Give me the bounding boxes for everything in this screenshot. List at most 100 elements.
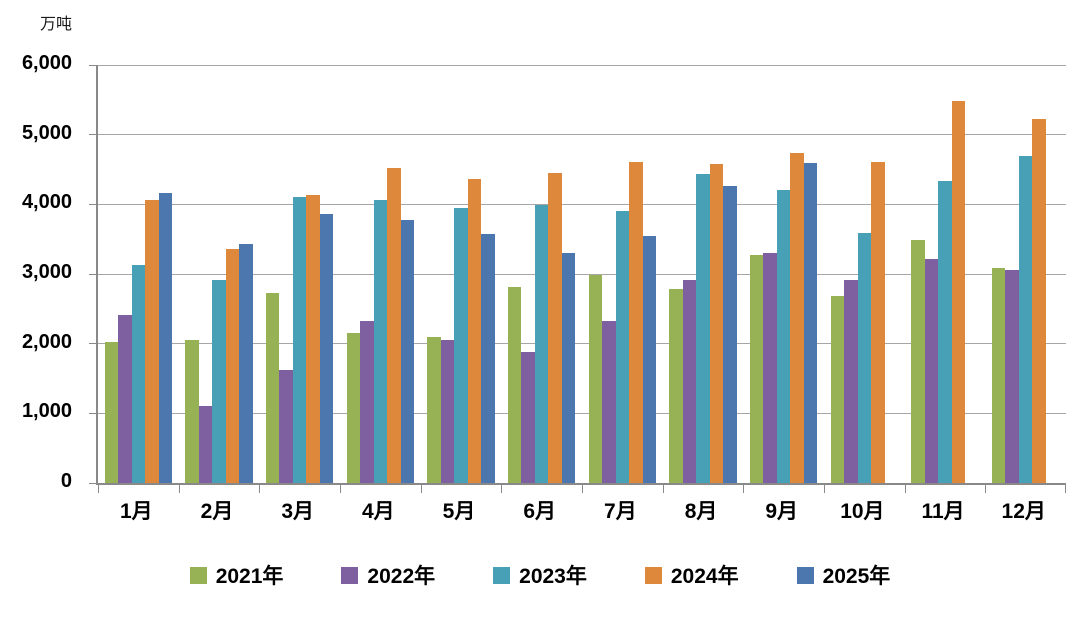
bar-series-2-month-4: [360, 320, 374, 483]
y-axis-tick: [89, 412, 98, 414]
bar-series-4-month-9: [790, 152, 804, 483]
legend-label: 2021年: [215, 565, 284, 588]
bar-series-5-month-9: [803, 162, 818, 483]
y-axis-tick: [89, 273, 98, 275]
bar-group-month-10: [824, 65, 905, 483]
legend-label: 2025年: [822, 565, 891, 588]
bar-series-3-month-10: [857, 232, 872, 483]
x-axis-tick: [824, 485, 825, 493]
bar-series-4-month-10: [871, 161, 885, 483]
bar-group-month-7: [582, 65, 663, 483]
y-axis-tick: [89, 64, 98, 66]
bar-series-3-month-2: [212, 279, 226, 483]
bar-series-1-month-2: [185, 339, 199, 483]
x-axis-tick: [420, 485, 422, 493]
bar-series-1-month-5: [427, 337, 441, 483]
bar-series-2-month-6: [521, 352, 535, 483]
legend-item-2025: 2025年: [796, 560, 891, 590]
legend-label: 2024年: [670, 565, 739, 588]
legend-item-2023: 2023年: [493, 560, 587, 590]
bar-series-1-month-1: [104, 342, 119, 483]
x-axis-tick: [501, 485, 503, 493]
bar-series-4-month-3: [306, 195, 320, 483]
gridline: [98, 273, 1066, 275]
x-axis-tick: [98, 485, 99, 493]
bar-series-1-month-6: [507, 286, 522, 483]
bar-series-2-month-12: [1005, 269, 1019, 483]
legend-swatch-icon: [493, 566, 511, 584]
bar-series-2-month-3: [279, 370, 293, 483]
bar-series-5-month-8: [723, 186, 737, 483]
x-axis-tick: [904, 485, 906, 493]
x-axis-tick: [662, 485, 664, 493]
bar-group-month-2: [179, 65, 260, 483]
bar-group-month-12: [985, 65, 1066, 483]
bar-series-3-month-7: [615, 210, 630, 483]
bar-group-month-1: [98, 65, 179, 483]
bar-series-2-month-9: [763, 253, 777, 483]
legend-item-2021: 2021年: [189, 560, 284, 590]
x-axis-label-month-6: 6月: [523, 500, 557, 523]
legend-label: 2022年: [367, 565, 436, 588]
bar-series-5-month-1: [158, 193, 173, 483]
x-axis-label-month-8: 8月: [684, 500, 718, 523]
x-axis-tick: [985, 485, 987, 493]
y-axis-tick-label: 1,000: [21, 400, 72, 423]
bar-group-month-11: [905, 65, 986, 483]
bar-series-3-month-11: [938, 181, 952, 483]
chart-legend: 2021年 2022年 2023年 2024年 2025年: [0, 560, 1080, 590]
bar-series-5-month-5: [481, 233, 495, 483]
x-axis-tick: [743, 485, 745, 493]
legend-item-2022: 2022年: [341, 560, 435, 590]
x-axis-label-month-2: 2月: [200, 500, 234, 523]
bar-series-2-month-10: [844, 280, 858, 483]
bar-series-2-month-11: [924, 259, 939, 483]
bar-series-2-month-2: [198, 405, 213, 483]
bar-series-4-month-4: [387, 168, 401, 483]
bar-series-3-month-4: [373, 200, 388, 483]
bar-series-1-month-8: [669, 289, 683, 483]
x-axis-label-month-5: 5月: [442, 500, 476, 523]
y-axis-tick-label: 5,000: [21, 121, 72, 144]
y-axis-tick: [89, 343, 98, 345]
gridline: [98, 203, 1066, 205]
gridline: [98, 64, 1066, 66]
bar-series-4-month-7: [629, 161, 643, 483]
bar-series-4-month-6: [548, 172, 562, 483]
bar-series-4-month-1: [145, 200, 159, 483]
bar-series-5-month-4: [400, 220, 415, 483]
legend-label: 2023年: [519, 565, 587, 588]
bar-series-1-month-7: [588, 274, 603, 483]
bar-series-2-month-7: [602, 320, 616, 483]
y-axis-tick-label: 2,000: [21, 330, 72, 353]
x-axis-label-month-9: 9月: [765, 500, 799, 523]
bar-series-4-month-8: [709, 163, 724, 483]
bar-series-2-month-1: [118, 315, 132, 483]
legend-item-2024: 2024年: [644, 560, 739, 590]
bar-series-3-month-5: [454, 207, 468, 483]
bar-series-4-month-12: [1032, 118, 1046, 483]
x-axis-label-month-7: 7月: [604, 500, 637, 523]
x-axis-tick: [178, 485, 180, 493]
bars-layer: [98, 65, 1066, 483]
x-axis-label-month-1: 1月: [119, 500, 153, 523]
bar-series-5-month-2: [239, 244, 253, 483]
x-axis-label-month-11: 11月: [921, 500, 965, 523]
y-axis-tick-label: 3,000: [21, 261, 72, 283]
x-axis-tick: [340, 485, 341, 493]
bar-group-month-9: [743, 65, 824, 483]
x-axis-tick: [259, 485, 261, 493]
gridline: [98, 412, 1066, 414]
y-axis-tick-label: 6,000: [21, 52, 72, 74]
bar-series-3-month-3: [292, 197, 307, 483]
bar-series-4-month-2: [225, 248, 240, 483]
bar-series-1-month-4: [346, 333, 361, 483]
x-axis-tick: [1065, 485, 1066, 493]
y-axis-tick: [89, 482, 98, 484]
bar-group-month-8: [663, 65, 744, 483]
bar-series-1-month-9: [749, 254, 764, 483]
x-axis-label-month-4: 4月: [362, 500, 395, 523]
y-axis-tick: [89, 134, 98, 136]
bar-series-2-month-5: [440, 340, 455, 483]
